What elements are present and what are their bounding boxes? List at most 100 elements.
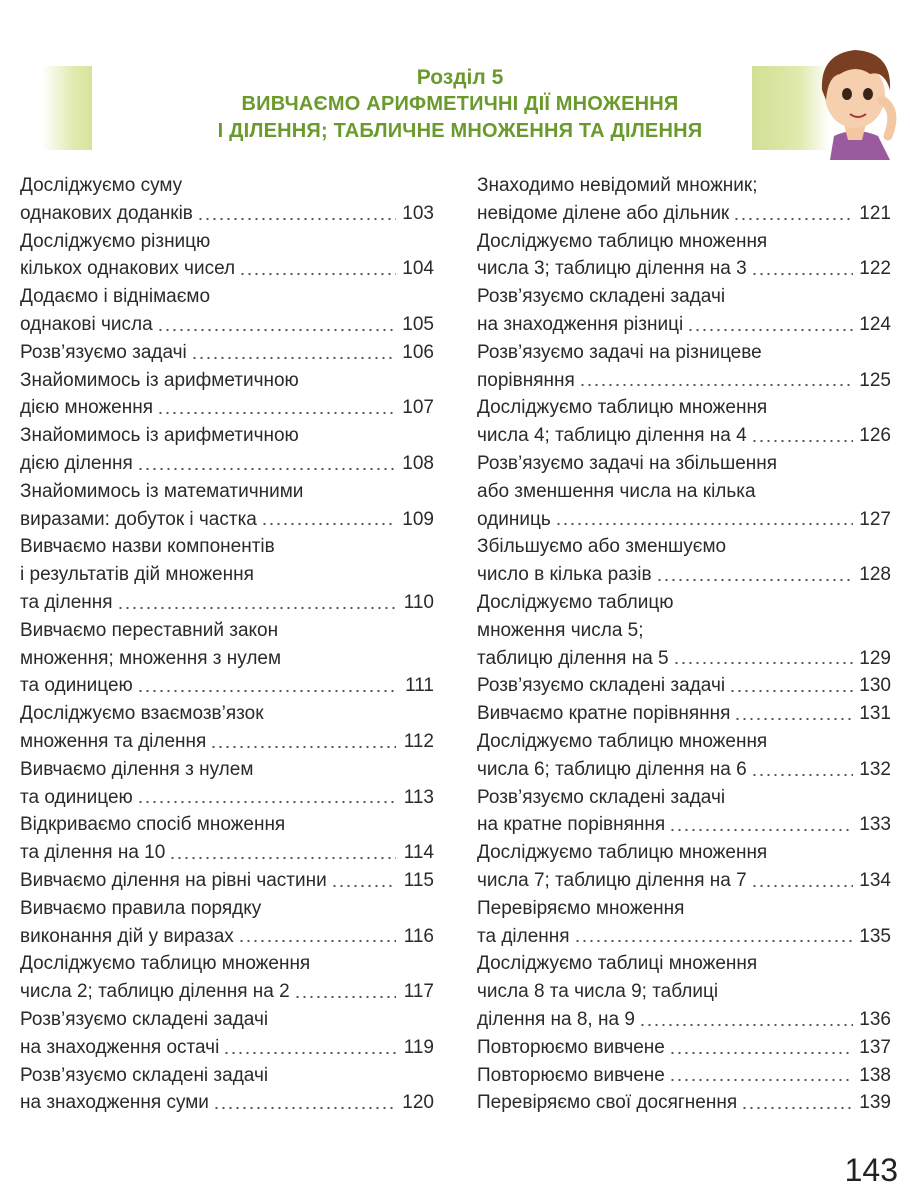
toc-page-number: 105 — [402, 313, 434, 335]
toc-entry-text: Досліджуємо таблицю — [477, 591, 674, 613]
toc-entry: Досліджуємо таблицю множення числа 6; таб… — [477, 728, 891, 784]
toc-entry: Вивчаємо ділення з нулем та одиницею 113 — [20, 756, 434, 812]
toc-entry-line: невідоме ділене або дільник 121 — [477, 200, 891, 228]
toc-page-number: 136 — [859, 1008, 891, 1030]
toc-entry-line: Досліджуємо таблицю — [477, 589, 891, 617]
dot-leader — [223, 1049, 396, 1056]
toc-entry-line: числа 8 та числа 9; таблиці — [477, 978, 891, 1006]
toc-entry-line: однакових доданків 103 — [20, 200, 434, 228]
toc-page-number: 125 — [859, 369, 891, 391]
toc-entry: Розв’язуємо задачі на збільшення або змен… — [477, 450, 891, 533]
toc-entry: Знайомимось із арифметичною дією множення… — [20, 367, 434, 423]
toc-entry-text: Досліджуємо таблицю множення — [477, 397, 768, 419]
toc-page-number: 127 — [859, 508, 891, 530]
toc-entry: Досліджуємо таблицю множення числа 5; табл… — [477, 589, 891, 672]
toc-page-number: 139 — [859, 1092, 891, 1114]
toc-entry: Досліджуємо взаємозв’язок множення та діл… — [20, 700, 434, 756]
toc-entry: Досліджуємо таблицю множення числа 3; таб… — [477, 228, 891, 284]
toc-entry-text: ділення на 8, на 9 — [477, 1008, 635, 1030]
toc-entry-text: Розв’язуємо складені задачі — [20, 1064, 269, 1086]
dot-leader — [750, 771, 853, 778]
toc-entry: Розв’язуємо складені задачі 130 — [477, 672, 891, 700]
toc-entry: Розв’язуємо складені задачі на знаходженн… — [20, 1006, 434, 1062]
dot-leader — [237, 938, 396, 945]
section-title-line2: І ДІЛЕННЯ; ТАБЛИЧНЕ МНОЖЕННЯ ТА ДІЛЕННЯ — [217, 120, 703, 142]
toc-page-number: 133 — [859, 814, 891, 836]
dot-leader — [239, 271, 396, 278]
toc-page-number: 108 — [402, 452, 434, 474]
toc-entry: Повторюємо вивчене 137 — [477, 1034, 891, 1062]
toc-entry-text: на знаходження різниці — [477, 313, 684, 335]
toc-entry-line: Вивчаємо переставний закон — [20, 617, 434, 645]
toc-page-number: 131 — [859, 703, 891, 725]
toc-entry-line: Вивчаємо кратне порівняння 131 — [477, 700, 891, 728]
toc-page-number: 107 — [402, 397, 434, 419]
toc-entry-text: Знаходимо невідомий множник; — [477, 175, 758, 196]
toc-entry-line: виконання дій у виразах 116 — [20, 923, 434, 951]
toc-entry-line: на знаходження суми 120 — [20, 1089, 434, 1117]
toc-entry-line: множення; множення з нулем — [20, 645, 434, 673]
dot-leader — [212, 1105, 396, 1112]
toc-entry-text: і результатів дій множення — [20, 564, 254, 586]
dot-leader — [136, 465, 396, 472]
toc-page-number: 119 — [403, 1036, 434, 1058]
dot-leader — [573, 938, 853, 945]
toc-entry-text: Розв’язуємо складені задачі — [477, 786, 726, 808]
child-illustration — [821, 50, 897, 160]
dot-leader — [668, 1049, 853, 1056]
toc-entry-text: множення числа 5; — [477, 619, 644, 641]
toc-page-number: 115 — [403, 869, 434, 891]
toc-entry-line: Розв’язуємо задачі на збільшення — [477, 450, 891, 478]
toc-entry-text: однакові числа — [20, 313, 153, 335]
toc-entry-text: Знайомимось із арифметичною — [20, 425, 299, 447]
toc-page-number: 129 — [859, 647, 891, 669]
dot-leader — [196, 215, 396, 222]
toc-right-column: Знаходимо невідомий множник; невідоме діл… — [477, 172, 891, 1117]
toc-entry-line: числа 4; таблицю ділення на 4 126 — [477, 422, 891, 450]
toc-entry-text: Вивчаємо ділення на рівні частини — [20, 869, 327, 891]
toc-entry-text: Повторюємо вивчене — [477, 1064, 665, 1086]
toc-entry-text: порівняння — [477, 369, 575, 391]
toc-entry-text: дією ділення — [20, 452, 133, 474]
toc-entry-text: Вивчаємо правила порядку — [20, 897, 262, 919]
toc-entry-line: Досліджуємо таблицю множення — [477, 394, 891, 422]
toc-page-number: 122 — [859, 258, 891, 280]
toc-entry-text: Досліджуємо взаємозв’язок — [20, 703, 264, 725]
toc-entry: Досліджуємо суму однакових доданків 103 — [20, 172, 434, 228]
toc-entry-line: Розв’язуємо задачі 106 — [20, 339, 434, 367]
toc-page-number: 138 — [859, 1064, 891, 1086]
toc-entry-line: та ділення 135 — [477, 923, 891, 951]
section-number: Розділ 5 — [416, 66, 504, 89]
toc-entry-line: та одиницею 113 — [20, 784, 434, 812]
toc-entry-text: на знаходження остачі — [20, 1036, 220, 1058]
toc-entry-line: одиниць 127 — [477, 506, 891, 534]
toc-entry-line: Досліджуємо суму — [20, 172, 434, 200]
section-header: Розділ 5 ВИВЧАЄМО АРИФМЕТИЧНІ ДІЇ МНОЖЕН… — [160, 64, 760, 145]
toc-entry-line: дією ділення 108 — [20, 450, 434, 478]
toc-entry-line: Знайомимось із математичними — [20, 478, 434, 506]
toc-entry: Вивчаємо назви компонентів і результатів … — [20, 533, 434, 616]
toc-entry-text: числа 6; таблицю ділення на 6 — [477, 758, 747, 780]
toc-entry-line: Знаходимо невідомий множник; — [477, 172, 891, 200]
toc-page-number: 106 — [402, 341, 434, 363]
toc-entry-text: Відкриваємо спосіб множення — [20, 814, 286, 836]
toc-entry-text: Досліджуємо різницю — [20, 230, 211, 252]
toc-entry-line: Досліджуємо таблицю множення — [477, 228, 891, 256]
toc-entry: Вивчаємо переставний закон множення; множ… — [20, 617, 434, 700]
toc-entry-line: Досліджуємо різницю — [20, 228, 434, 256]
toc-entry: Розв’язуємо складені задачі на знаходженн… — [477, 283, 891, 339]
toc-entry-line: на знаходження різниці 124 — [477, 311, 891, 339]
toc-entry-text: або зменшення числа на кілька — [477, 480, 756, 502]
toc-entry-text: Збільшуємо або зменшуємо — [477, 536, 727, 558]
toc-entry-text: та одиницею — [20, 675, 133, 697]
toc-entry-text: та одиницею — [20, 786, 133, 808]
dot-leader — [293, 993, 396, 1000]
header-decor-right — [752, 66, 830, 150]
dot-leader — [156, 326, 396, 333]
toc-entry-line: множення та ділення 112 — [20, 728, 434, 756]
toc-entry: Повторюємо вивчене 138 — [477, 1062, 891, 1090]
toc-entry: Розв’язуємо складені задачі на кратне пор… — [477, 784, 891, 840]
toc-entry-text: та ділення — [20, 591, 113, 613]
toc-entry-line: та одиницею 111 — [20, 672, 434, 700]
dot-leader — [729, 688, 853, 695]
